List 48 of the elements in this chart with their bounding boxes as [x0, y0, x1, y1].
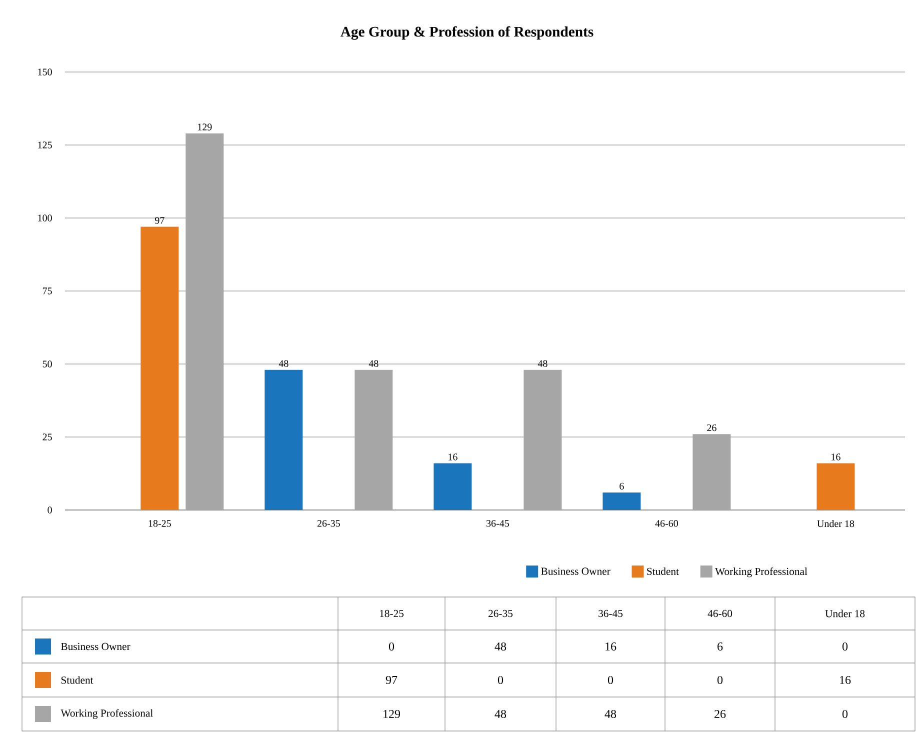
data-label: 16	[448, 454, 458, 460]
text: 0	[842, 710, 848, 718]
text: 0	[388, 642, 394, 651]
y-tick-label: 125	[38, 142, 52, 148]
x-tick-label: Under 18	[817, 520, 854, 528]
text: 0	[842, 642, 848, 651]
text: 97	[386, 676, 398, 684]
text: 0	[608, 676, 614, 684]
data-label: 48	[278, 360, 288, 367]
text: Working Professional	[60, 709, 153, 719]
chart-title: Age Group & Profession of Respondents	[340, 26, 594, 40]
category-label: 26-35	[488, 610, 513, 618]
y-tick-label: 75	[42, 288, 52, 294]
text: 48	[604, 710, 616, 718]
x-tick-label: 26-35	[317, 520, 340, 527]
category-label: 46-60	[708, 610, 732, 618]
text: 0	[717, 676, 723, 684]
category-label: 18-25	[380, 610, 404, 618]
data-label: 26	[707, 424, 716, 432]
data-label: 16	[832, 454, 840, 460]
text: Business Owner	[61, 642, 130, 650]
x-tick-label: 46-60	[655, 520, 678, 527]
data-label: 48	[538, 360, 548, 367]
text: 6	[718, 642, 723, 651]
text: Student	[61, 676, 94, 684]
category-label: 36-45	[598, 610, 623, 618]
x-tick-label: 36-45	[486, 520, 509, 527]
y-tick-label: 150	[38, 68, 52, 76]
data-label: 6	[620, 482, 624, 490]
x-tick-label: 18-25	[148, 520, 171, 527]
y-tick-label: 0	[48, 506, 52, 514]
data-label: 129	[198, 124, 212, 130]
legend-label: Working Professional	[715, 567, 808, 578]
y-tick-label: 100	[38, 214, 52, 222]
data-label: 97	[154, 217, 164, 224]
y-tick-label: 25	[42, 434, 52, 440]
text: 0	[498, 676, 504, 684]
data-label: 48	[368, 360, 378, 367]
text: 26	[714, 710, 726, 718]
category-label: Under 18	[825, 610, 865, 618]
legend-label: Business Owner	[541, 568, 610, 575]
legend-label: Student	[647, 567, 679, 575]
y-tick-label: 50	[42, 360, 52, 368]
text: 129	[384, 710, 400, 718]
text: 16	[840, 676, 851, 684]
text: 48	[494, 710, 506, 718]
text: 16	[606, 642, 616, 651]
text: 48	[494, 642, 506, 651]
